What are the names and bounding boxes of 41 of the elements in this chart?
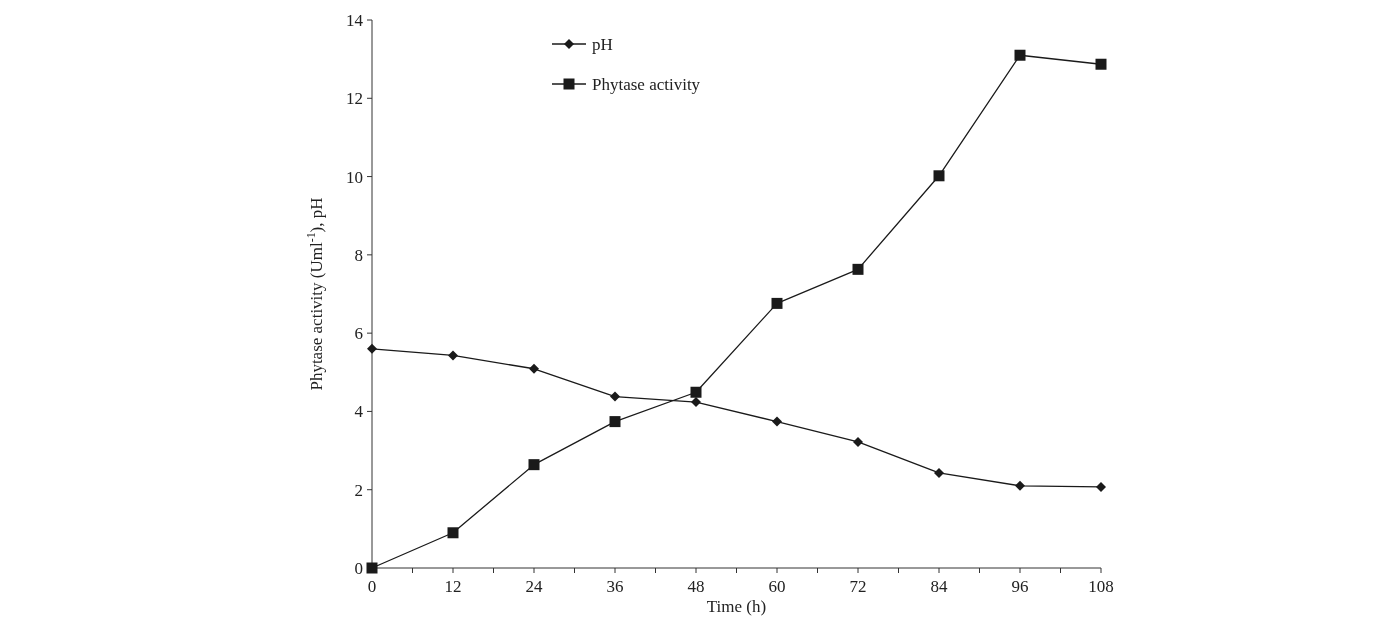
x-tick-label: 48 — [687, 577, 705, 596]
point — [529, 363, 539, 374]
x-tick-label: 84 — [930, 577, 948, 596]
x-tick-label: 12 — [444, 577, 462, 596]
legend-label: pH — [592, 34, 613, 54]
point — [691, 397, 701, 408]
point — [771, 297, 783, 309]
point — [1095, 58, 1107, 70]
y-tick-label: 8 — [354, 245, 363, 265]
point — [610, 391, 620, 402]
y-tick-label: 10 — [346, 167, 363, 187]
x-axis-title: Time (h) — [706, 597, 767, 616]
point — [933, 170, 945, 182]
x-tick-label: 72 — [849, 577, 867, 596]
x-tick-label: 108 — [1088, 577, 1114, 596]
point — [1014, 49, 1026, 61]
legend-label: Phytase activity — [592, 74, 701, 94]
x-tick-label: 0 — [367, 577, 377, 596]
x-tick-label: 96 — [1011, 577, 1029, 596]
y-tick-label: 12 — [346, 89, 363, 109]
point — [934, 467, 944, 478]
point — [367, 343, 377, 354]
y-tick-label: 0 — [354, 558, 363, 578]
x-tick-label: 24 — [525, 577, 543, 596]
point — [366, 562, 378, 574]
point — [1096, 481, 1106, 492]
x-tick-label: 60 — [768, 577, 786, 596]
x-tick-label: 36 — [606, 577, 624, 596]
point — [772, 416, 782, 427]
point — [1015, 480, 1025, 491]
point — [448, 350, 458, 361]
y-tick-label: 14 — [346, 10, 364, 30]
point — [528, 459, 540, 471]
point — [447, 527, 459, 539]
point — [853, 436, 863, 447]
y-tick-label: 6 — [354, 324, 363, 344]
y-tick-label: 4 — [354, 402, 364, 422]
point — [690, 386, 702, 398]
y-tick-label: 2 — [354, 480, 363, 500]
point — [852, 263, 864, 275]
point — [609, 416, 621, 428]
